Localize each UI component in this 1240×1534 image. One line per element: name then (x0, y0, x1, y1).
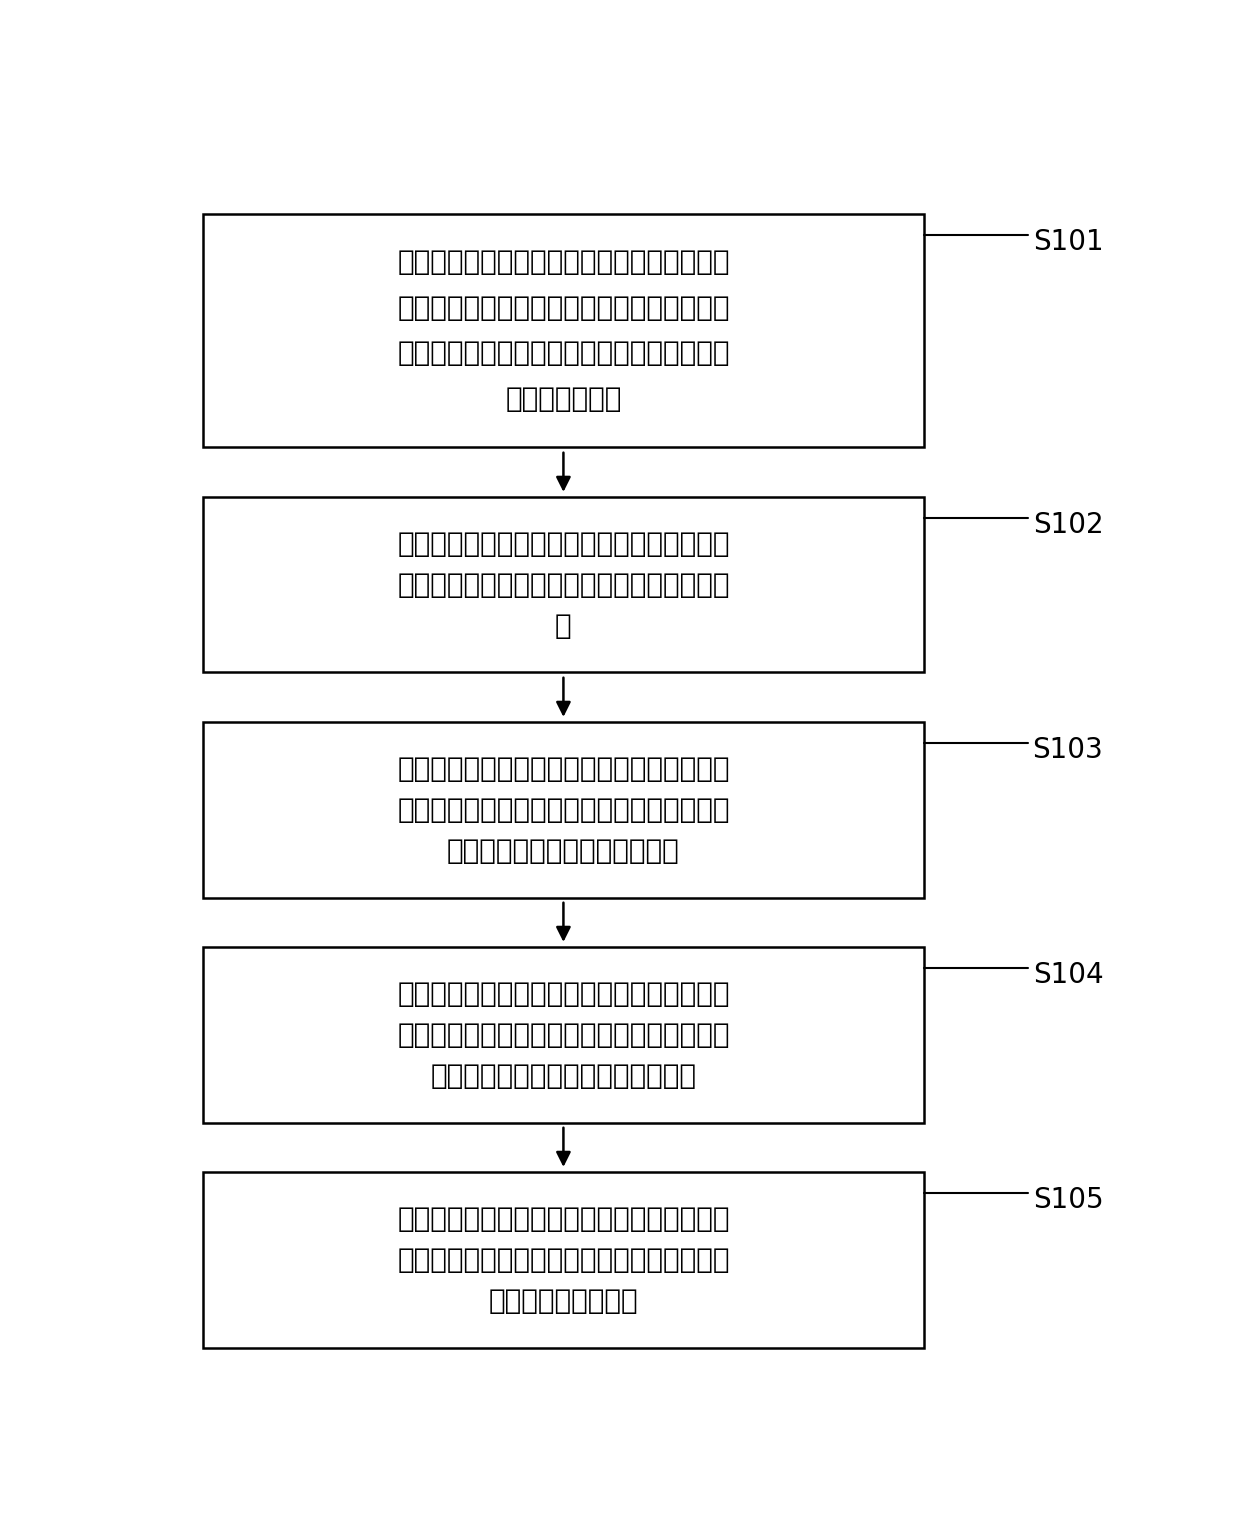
Text: 向所述岩石试件的所述孔洞中注入液氮压裂液: 向所述岩石试件的所述孔洞中注入液氮压裂液 (397, 980, 729, 1008)
Text: S104: S104 (1033, 962, 1104, 989)
FancyBboxPatch shape (203, 723, 924, 897)
Text: 件施加预设围压和预设空隙压力: 件施加预设围压和预设空隙压力 (448, 838, 680, 865)
Text: S101: S101 (1033, 227, 1104, 256)
FancyBboxPatch shape (203, 1172, 924, 1347)
Text: S102: S102 (1033, 511, 1104, 540)
FancyBboxPatch shape (203, 213, 924, 448)
Text: 将达到模拟地热的预设温度的岩石试件安装至: 将达到模拟地热的预设温度的岩石试件安装至 (397, 755, 729, 782)
FancyBboxPatch shape (203, 946, 924, 1123)
Text: S103: S103 (1033, 736, 1104, 764)
Text: 待制作形成模拟井筒后，将所述岩石试件进行: 待制作形成模拟井筒后，将所述岩石试件进行 (397, 529, 729, 558)
Text: 察所述岩石试件内部的压裂裂缝的破坏特征和: 察所述岩石试件内部的压裂裂缝的破坏特征和 (397, 1246, 729, 1273)
Text: 件上进行钻孔以形成孔洞，并在所述孔洞中制: 件上进行钻孔以形成孔洞，并在所述孔洞中制 (397, 339, 729, 367)
Text: 围压装置中，通过所述围压装置对所述岩石试: 围压装置中，通过所述围压装置对所述岩石试 (397, 796, 729, 824)
Text: 钻取所需的岩石试件，将所述岩石试件加工成: 钻取所需的岩石试件，将所述岩石试件加工成 (397, 249, 729, 276)
Text: 在卸载围压后，将所述岩石试件进行切割并观: 在卸载围压后，将所述岩石试件进行切割并观 (397, 1204, 729, 1233)
Text: 终止注入所述液氮压裂液并卸载围压: 终止注入所述液氮压裂液并卸载围压 (430, 1062, 697, 1091)
Text: 与围压装置相匹配的形状，同时在所述岩石试: 与围压装置相匹配的形状，同时在所述岩石试 (397, 295, 729, 322)
FancyBboxPatch shape (203, 497, 924, 672)
Text: ，待液氮压裂液的压力达到预设压力条件时，: ，待液氮压裂液的压力达到预设压力条件时， (397, 1020, 729, 1049)
Text: 作形成模拟井筒: 作形成模拟井筒 (505, 385, 621, 413)
Text: S105: S105 (1033, 1186, 1104, 1215)
Text: 加热以使所述岩石试件达到模拟地热的预设温: 加热以使所述岩石试件达到模拟地热的预设温 (397, 571, 729, 598)
Text: 度: 度 (556, 612, 572, 640)
Text: 压裂裂缝的破坏形态: 压裂裂缝的破坏形态 (489, 1287, 639, 1315)
